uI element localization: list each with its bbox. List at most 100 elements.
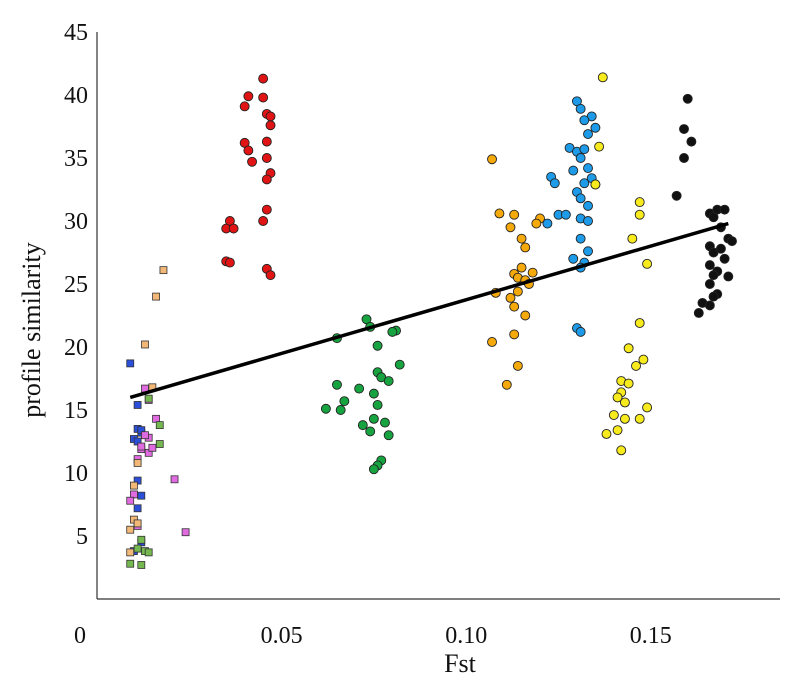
data-point [623, 378, 634, 389]
data-point [520, 242, 531, 253]
data-point [708, 212, 719, 223]
data-point [170, 475, 179, 484]
x-axis-title: Fst [444, 649, 477, 678]
x-tick-label: 0.10 [445, 623, 487, 649]
data-point [126, 496, 135, 505]
data-point [597, 72, 608, 83]
x-tick-label: 0 [74, 623, 86, 649]
data-point [372, 340, 383, 351]
y-tick-label: 20 [64, 335, 88, 361]
data-point [380, 417, 390, 428]
data-point [224, 257, 235, 268]
data-point [148, 443, 157, 452]
x-tick-labels: 0 0.05 0.10 0.15 [74, 623, 672, 649]
data-point [704, 300, 715, 311]
data-point [509, 329, 520, 340]
data-point [679, 153, 689, 163]
data-point [723, 271, 734, 282]
data-point [583, 129, 593, 140]
y-tick-labels: 5 10 15 20 25 30 35 40 45 [64, 20, 88, 550]
data-point [549, 178, 560, 189]
data-point [575, 153, 586, 163]
data-point [261, 204, 272, 215]
data-point [133, 544, 142, 553]
data-point [126, 359, 135, 368]
data-point [590, 122, 601, 133]
data-point [583, 216, 593, 226]
data-point [601, 428, 612, 439]
data-point [339, 396, 350, 407]
data-point [258, 216, 269, 226]
data-point [575, 193, 586, 204]
data-point [583, 200, 593, 211]
data-point [704, 260, 715, 271]
data-point [137, 535, 146, 544]
data-point [261, 136, 272, 147]
data-point [265, 270, 276, 281]
data-point [365, 426, 376, 437]
data-point [243, 91, 254, 102]
data-point [520, 310, 531, 321]
data-point [126, 548, 135, 557]
data-point [642, 402, 653, 413]
data-point [137, 442, 146, 451]
y-tick-label: 15 [64, 398, 88, 424]
data-point [265, 111, 276, 122]
data-point [719, 204, 730, 215]
y-tick-label: 5 [76, 524, 88, 550]
data-point [243, 145, 254, 156]
data-point [512, 360, 523, 371]
data-point [616, 445, 627, 456]
data-point [144, 548, 153, 557]
data-point [487, 337, 497, 347]
y-tick-label: 45 [64, 20, 88, 46]
data-point [155, 421, 164, 430]
data-point [133, 504, 142, 513]
data-point [133, 519, 142, 528]
data-point [509, 209, 520, 220]
plot-area [96, 32, 780, 600]
y-tick-label: 25 [64, 272, 88, 298]
data-point [383, 376, 394, 386]
data-point [126, 559, 135, 568]
y-tick-label: 35 [64, 146, 88, 172]
data-point [708, 247, 719, 258]
data-point [727, 236, 737, 247]
data-point [560, 209, 571, 220]
data-point [505, 222, 516, 233]
trendline [129, 221, 729, 400]
data-point [133, 401, 142, 409]
x-tick-label: 0.15 [630, 623, 672, 649]
data-point [265, 120, 276, 131]
data-point [575, 103, 586, 114]
data-point [671, 190, 682, 201]
data-point [531, 218, 542, 229]
data-point [354, 383, 365, 394]
data-point [590, 179, 601, 190]
data-point [258, 73, 269, 84]
data-point [682, 93, 693, 104]
data-point [141, 431, 149, 440]
data-point [239, 101, 250, 112]
data-point [133, 459, 142, 467]
data-point [261, 174, 272, 185]
data-point [516, 262, 527, 273]
y-tick-label: 30 [64, 209, 88, 235]
data-point [634, 318, 645, 329]
data-point [509, 301, 520, 312]
x-tick-label: 0.05 [261, 623, 303, 649]
data-point [708, 270, 719, 281]
data-point [612, 425, 623, 436]
data-point [583, 246, 593, 257]
y-axis-title: profile similarity [17, 242, 46, 417]
data-point [634, 413, 645, 424]
data-point [372, 400, 383, 410]
data-point [512, 286, 523, 297]
data-point [627, 233, 638, 244]
data-point [634, 197, 645, 208]
data-point [228, 223, 239, 234]
data-point [261, 153, 272, 163]
data-point [144, 394, 153, 403]
data-point [137, 491, 146, 500]
